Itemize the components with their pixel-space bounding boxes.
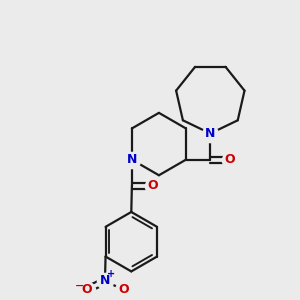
Text: N: N — [205, 127, 215, 140]
Text: −: − — [75, 280, 85, 290]
Text: O: O — [147, 179, 158, 192]
Text: N: N — [127, 153, 137, 166]
Text: +: + — [107, 269, 116, 279]
Text: O: O — [118, 283, 129, 296]
Text: O: O — [224, 153, 235, 166]
Text: O: O — [81, 283, 92, 296]
Text: N: N — [100, 274, 110, 287]
